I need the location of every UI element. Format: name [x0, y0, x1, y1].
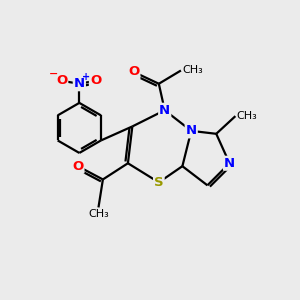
Text: N: N [74, 77, 85, 90]
Text: CH₃: CH₃ [237, 111, 258, 121]
Text: O: O [128, 65, 140, 79]
Text: −: − [49, 69, 58, 79]
Text: O: O [56, 74, 67, 87]
Text: O: O [72, 160, 83, 173]
Text: O: O [90, 74, 101, 87]
Text: S: S [154, 176, 164, 189]
Text: +: + [82, 72, 90, 82]
Text: N: N [186, 124, 197, 137]
Text: CH₃: CH₃ [88, 209, 109, 219]
Text: N: N [159, 104, 170, 117]
Text: CH₃: CH₃ [182, 65, 203, 76]
Text: N: N [224, 157, 235, 170]
